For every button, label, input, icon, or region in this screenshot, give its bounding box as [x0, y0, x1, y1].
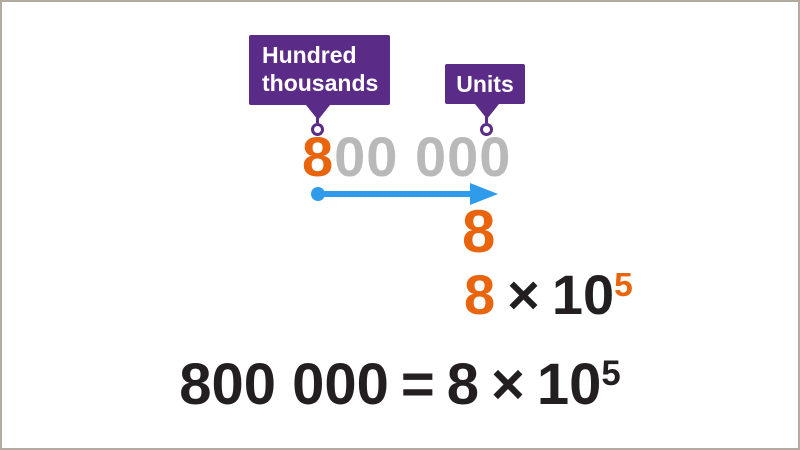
trailing-zeros: 00 000 — [334, 125, 512, 188]
expression-exponent: 5 — [614, 266, 633, 304]
right-arrow-icon — [310, 181, 500, 207]
standard-form-expression: 8 × 105 — [464, 267, 633, 323]
final-equation: 800 000 = 8 × 105 — [2, 356, 798, 414]
place-value-number: 800 000 — [302, 129, 511, 185]
hundred-thousands-callout: Hundred thousands — [249, 35, 390, 105]
hundred-thousands-pointer-stem — [316, 105, 319, 123]
equation-multiply-sign: × — [491, 352, 525, 417]
units-callout: Units — [445, 64, 525, 104]
equation-exponent: 5 — [601, 353, 621, 393]
leading-digit: 8 — [302, 125, 335, 188]
hundred-thousands-label: Hundred thousands — [262, 42, 379, 96]
expression-base: 10 — [551, 263, 615, 326]
hundred-thousands-anchor-dot — [311, 123, 324, 136]
equation-full-number: 800 000 — [179, 352, 389, 417]
coefficient-digit: 8 — [462, 198, 496, 265]
expression-coefficient: 8 — [464, 263, 496, 326]
expression-multiply-sign: × — [507, 263, 540, 326]
units-label: Units — [456, 70, 514, 97]
equation-base: 10 — [536, 352, 602, 417]
units-pointer-stem — [485, 104, 488, 123]
equation-equals-sign: = — [400, 352, 435, 417]
equation-coefficient: 8 — [446, 352, 480, 417]
units-anchor-dot — [480, 123, 493, 136]
